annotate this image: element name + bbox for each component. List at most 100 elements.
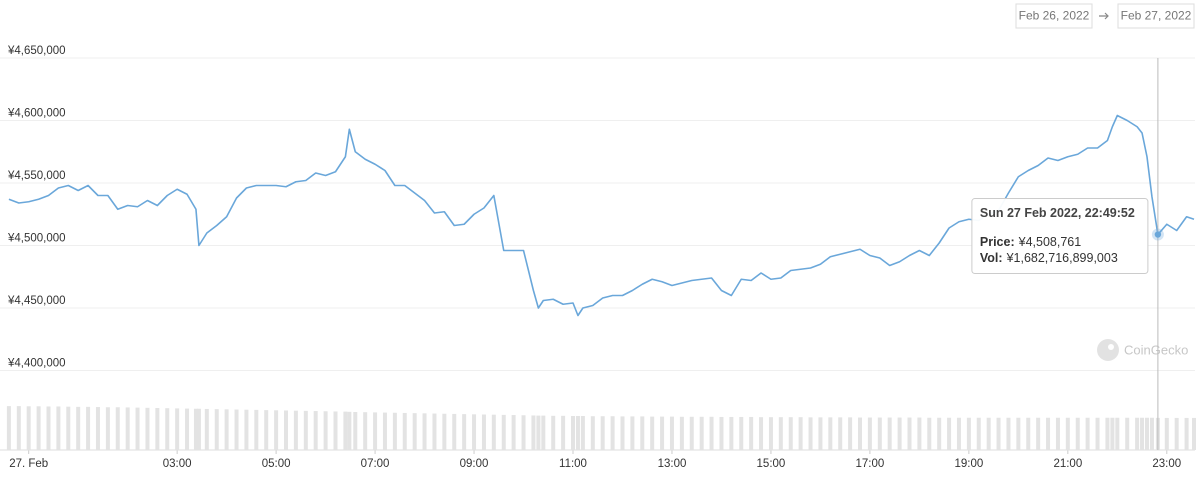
volume-bar bbox=[244, 409, 249, 450]
date-from[interactable]: Feb 26, 2022 bbox=[1019, 9, 1090, 23]
volume-bar bbox=[224, 409, 229, 450]
volume-bar bbox=[382, 412, 387, 450]
volume-bar bbox=[303, 410, 308, 450]
volume-bar bbox=[363, 412, 368, 450]
volume-bar bbox=[699, 416, 704, 450]
volume-bar bbox=[66, 406, 71, 450]
y-tick-label: ¥4,550,000 bbox=[7, 170, 66, 182]
volume-bar bbox=[669, 416, 674, 450]
volume-bar bbox=[1036, 417, 1041, 450]
volume-bar bbox=[264, 410, 269, 450]
volume-bar bbox=[640, 416, 645, 450]
tooltip: Sun 27 Feb 2022, 22:49:52 Price: ¥4,508,76… bbox=[971, 198, 1149, 275]
volume-bar bbox=[373, 412, 378, 450]
volume-bar bbox=[442, 413, 447, 450]
volume-bar bbox=[214, 409, 219, 450]
volume-bar bbox=[818, 417, 823, 450]
volume-bar bbox=[105, 407, 110, 450]
volume-bar bbox=[313, 411, 318, 450]
volume-bar bbox=[838, 417, 843, 450]
x-tick-label: 11:00 bbox=[559, 458, 587, 470]
volume-bar bbox=[234, 409, 239, 450]
volume-bar bbox=[927, 417, 932, 450]
date-from-box[interactable] bbox=[1015, 3, 1093, 29]
price-line bbox=[8, 114, 1195, 317]
volume-bar bbox=[1149, 417, 1154, 450]
volume-bar bbox=[343, 411, 348, 450]
volume-bar bbox=[808, 417, 813, 450]
volume-bar bbox=[6, 406, 11, 450]
volume-bar bbox=[155, 408, 160, 450]
volume-bar bbox=[709, 416, 714, 450]
volume-bar bbox=[689, 416, 694, 450]
volume-bar bbox=[501, 414, 506, 450]
watermark: CoinGecko bbox=[1097, 339, 1188, 361]
x-tick-label: 15:00 bbox=[757, 458, 786, 470]
volume-bar bbox=[1145, 417, 1150, 450]
volume-bar bbox=[1065, 417, 1070, 450]
volume-bar bbox=[1164, 417, 1169, 450]
volume-bar bbox=[1085, 417, 1090, 450]
date-to[interactable]: Feb 27, 2022 bbox=[1121, 9, 1192, 23]
volume-bar bbox=[768, 417, 773, 450]
volume-bar bbox=[966, 417, 971, 450]
tooltip-title: Sun 27 Feb 2022, 22:49:52 bbox=[980, 206, 1135, 220]
volume-bar bbox=[193, 408, 198, 450]
volume-bar bbox=[848, 417, 853, 450]
tooltip-label: Vol: bbox=[980, 251, 1003, 265]
volume-bar bbox=[1075, 417, 1080, 450]
volume-bar bbox=[1192, 417, 1197, 450]
volume-bar bbox=[422, 413, 427, 450]
volume-bar bbox=[749, 416, 754, 450]
x-tick-label: 07:00 bbox=[361, 458, 390, 470]
volume-bar bbox=[185, 408, 190, 450]
volume-bar bbox=[86, 406, 91, 450]
volume-bar bbox=[719, 416, 724, 450]
volume-bar bbox=[392, 412, 397, 450]
volume-bar bbox=[1174, 417, 1179, 450]
volume-bar bbox=[986, 417, 991, 450]
watermark-eye bbox=[1108, 344, 1114, 350]
x-tick-label: 19:00 bbox=[954, 458, 983, 470]
volume-bar bbox=[858, 417, 863, 450]
volume-bar bbox=[1105, 417, 1110, 450]
volume-bar bbox=[175, 408, 180, 450]
x-tick-label: 13:00 bbox=[658, 458, 687, 470]
volume-bar bbox=[353, 412, 358, 450]
volume-bar bbox=[937, 417, 942, 450]
x-tick-label: 09:00 bbox=[460, 458, 489, 470]
volume-bars bbox=[6, 406, 1197, 450]
volume-bar bbox=[1184, 417, 1189, 450]
volume-bar bbox=[1095, 417, 1100, 450]
volume-bar bbox=[897, 417, 902, 450]
volume-bar bbox=[739, 416, 744, 450]
y-tick-label: ¥4,600,000 bbox=[7, 108, 66, 120]
tooltip-value: ¥4,508,761 bbox=[1018, 235, 1082, 249]
volume-bar bbox=[956, 417, 961, 450]
date-to-box[interactable] bbox=[1117, 3, 1195, 29]
hover-point bbox=[1154, 231, 1162, 238]
volume-bar bbox=[165, 408, 170, 450]
x-tick-label: 23:00 bbox=[1152, 458, 1181, 470]
volume-bar bbox=[600, 416, 605, 450]
volume-bar bbox=[402, 412, 407, 450]
volume-bar bbox=[729, 416, 734, 450]
volume-bar bbox=[660, 416, 665, 450]
y-tick-label: ¥4,500,000 bbox=[7, 233, 66, 245]
volume-bar bbox=[16, 406, 21, 450]
volume-bar bbox=[650, 416, 655, 450]
volume-bar bbox=[293, 410, 298, 450]
volume-bar bbox=[917, 417, 922, 450]
volume-bar bbox=[887, 417, 892, 450]
volume-bar bbox=[274, 410, 279, 450]
volume-bar bbox=[996, 417, 1001, 450]
volume-bar bbox=[36, 406, 41, 450]
volume-bar bbox=[531, 415, 536, 450]
volume-bar bbox=[788, 417, 793, 450]
volume-bar bbox=[907, 417, 912, 450]
volume-bar bbox=[1135, 417, 1140, 450]
volume-bar bbox=[125, 407, 130, 450]
volume-bar bbox=[1125, 417, 1130, 450]
volume-bar bbox=[412, 413, 417, 450]
